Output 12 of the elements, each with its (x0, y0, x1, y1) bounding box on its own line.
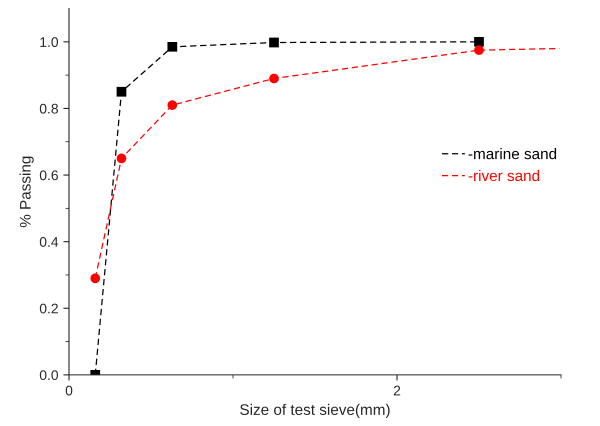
y-axis-title: % Passing (19, 156, 34, 228)
y-tick-label: 0.6 (40, 170, 58, 180)
y-tick-label: 1.0 (40, 37, 58, 47)
x-tick-label: 0 (66, 386, 72, 396)
y-tick-label: 0.8 (40, 104, 58, 114)
x-axis-title: Size of test sieve(mm) (240, 404, 390, 418)
y-tick-label: 0.2 (40, 304, 58, 314)
text: 0.0 (40, 370, 58, 380)
legend-label: -marine sand (468, 148, 556, 160)
x-tick-label: 2 (394, 386, 400, 396)
y-tick-label: 0.4 (40, 236, 58, 247)
legend-label: -river sand (468, 170, 540, 182)
